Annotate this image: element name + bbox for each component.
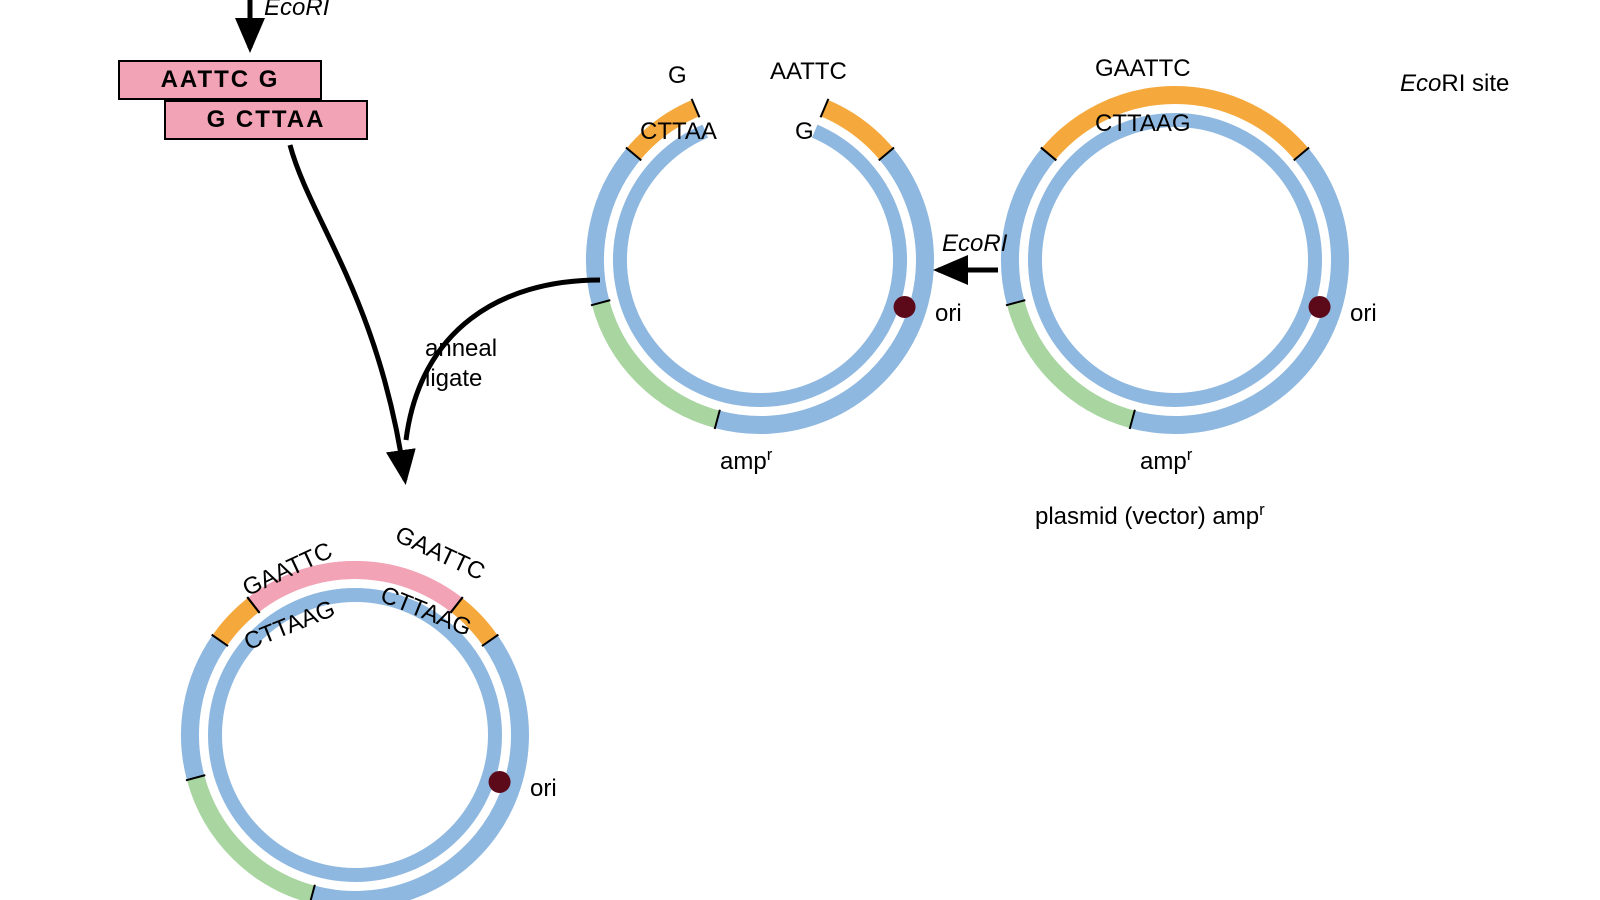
cut-aattc: AATTC [770,58,847,86]
ecori-site-label: EcoRI site [1400,70,1509,98]
dna-fragment-top: AATTC G [118,60,322,100]
vector-label: plasmid (vector) ampr [1035,500,1265,531]
closed-ampr: ampr [1140,445,1192,476]
ecori-label-mid: EcoRI [942,230,1007,258]
ecori-label-top: EcoRI [264,0,329,22]
cut-g-right: G [795,118,814,146]
cut-g-left: G [668,62,687,90]
closed-gaattc: GAATTC [1095,55,1191,83]
cut-ampr: ampr [720,445,772,476]
closed-cttaag: CTTAAG [1095,110,1191,138]
dna-fragment-bottom: G CTTAA [164,100,368,140]
anneal-label: anneal [425,335,497,363]
recomb-ori: ori [530,775,557,803]
closed-ori: ori [1350,300,1377,328]
cut-ori: ori [935,300,962,328]
cut-cttaa: CTTAA [640,118,717,146]
ligate-label: ligate [425,365,482,393]
